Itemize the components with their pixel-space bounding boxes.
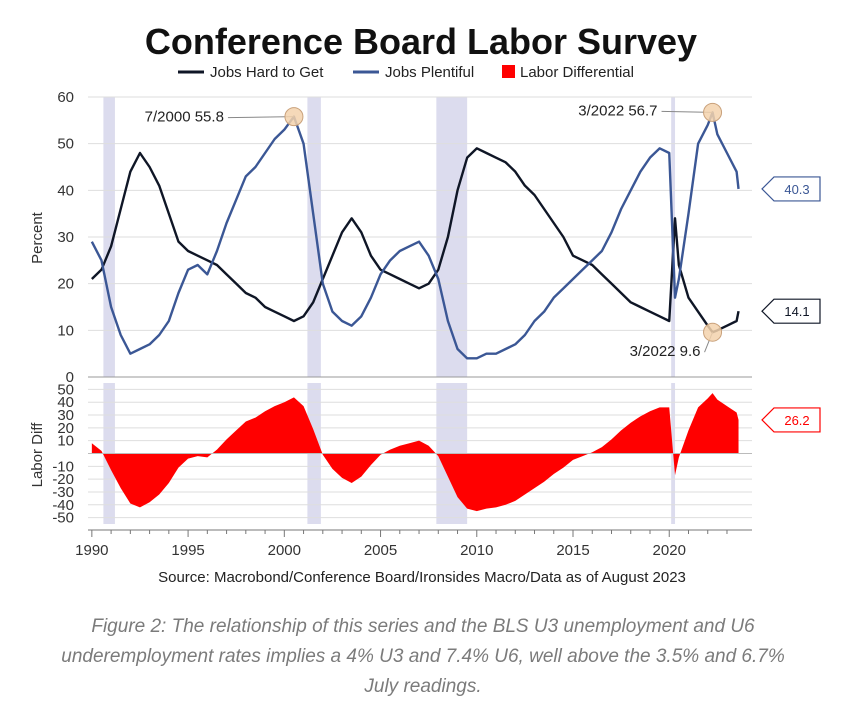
bottom-y-tick-3: 20 bbox=[57, 420, 74, 437]
bottom-y-axis-label: Labor Diff bbox=[29, 422, 46, 488]
top-y-tick-4: 40 bbox=[57, 182, 74, 199]
end-tag-top-1-label: 14.1 bbox=[784, 304, 809, 319]
series-labor-differential bbox=[91, 393, 739, 512]
x-tick-label-4: 2010 bbox=[460, 542, 493, 559]
series-jobs-hard-to-get bbox=[91, 147, 740, 334]
annotation-leader-0 bbox=[227, 116, 294, 119]
bottom-y-tick-5: -10 bbox=[52, 458, 74, 475]
source-note: Source: Macrobond/Conference Board/Irons… bbox=[158, 569, 686, 586]
x-tick-label-1: 1995 bbox=[171, 542, 204, 559]
legend-label-diff: Labor Differential bbox=[520, 64, 634, 81]
recession-bands bbox=[103, 97, 676, 524]
x-tick-label-2: 2000 bbox=[268, 542, 301, 559]
x-tick-label-3: 2005 bbox=[364, 542, 397, 559]
top-y-tick-0: 0 bbox=[66, 369, 74, 386]
legend-label-hard: Jobs Hard to Get bbox=[210, 64, 324, 81]
top-y-tick-2: 20 bbox=[57, 276, 74, 293]
end-value-tags: 40.3 14.1 26.2 bbox=[761, 176, 821, 433]
top-y-tick-1: 10 bbox=[57, 322, 74, 339]
bottom-y-tick-7: -30 bbox=[52, 484, 74, 501]
legend-swatch-diff bbox=[502, 65, 515, 78]
legend: Jobs Hard to Get Jobs Plentiful Labor Di… bbox=[178, 64, 634, 81]
end-tag-top-0-box bbox=[761, 176, 821, 202]
bottom-y-tick-8: -40 bbox=[52, 497, 74, 514]
bottom-y-tick-6: -20 bbox=[52, 471, 74, 488]
end-tag-top-0-label: 40.3 bbox=[784, 182, 809, 197]
x-tick-label-6: 2020 bbox=[653, 542, 686, 559]
end-tag-bottom-0-label: 26.2 bbox=[784, 413, 809, 428]
x-tick-label-5: 2015 bbox=[556, 542, 589, 559]
annotation-marker-0 bbox=[284, 107, 304, 127]
bottom-y-tick-0: 50 bbox=[57, 381, 74, 398]
annotation-marker-2 bbox=[703, 322, 723, 342]
top-y-tick-6: 60 bbox=[57, 89, 74, 106]
x-tick-label-0: 1990 bbox=[75, 542, 108, 559]
labor-survey-chart: Conference Board Labor Survey Jobs Hard … bbox=[29, 21, 821, 586]
annotation-label-0: 7/2000 55.8 bbox=[145, 109, 224, 126]
annotation-marker-1 bbox=[703, 102, 723, 122]
figure-caption: Figure 2: The relationship of this serie… bbox=[61, 616, 785, 697]
chart-title: Conference Board Labor Survey bbox=[145, 21, 697, 62]
annotations: 7/2000 55.8 3/2022 56.7 3/2022 9.6 bbox=[145, 102, 723, 360]
bottom-y-tick-4: 10 bbox=[57, 433, 74, 450]
bottom-panel-grid bbox=[88, 388, 752, 519]
top-y-tick-3: 30 bbox=[57, 229, 74, 246]
annotation-label-2: 3/2022 9.6 bbox=[630, 343, 701, 360]
top-panel-grid bbox=[88, 96, 752, 378]
annotation-label-1: 3/2022 56.7 bbox=[578, 102, 657, 119]
bottom-y-tick-1: 40 bbox=[57, 394, 74, 411]
bottom-panel-series bbox=[88, 393, 752, 512]
top-y-axis-label: Percent bbox=[29, 211, 46, 264]
legend-label-plentiful: Jobs Plentiful bbox=[385, 64, 474, 81]
bottom-y-tick-9: -50 bbox=[52, 510, 74, 527]
x-axis: 1990 1995 2000 2005 2010 2015 2020 bbox=[75, 529, 752, 559]
series-jobs-plentiful bbox=[90, 111, 740, 360]
end-tag-top-1-box bbox=[761, 298, 821, 324]
end-tag-bottom-0-box bbox=[761, 407, 821, 433]
top-y-tick-5: 50 bbox=[57, 136, 74, 153]
bottom-y-tick-2: 30 bbox=[57, 407, 74, 424]
top-panel-y-ticks: 0 10 20 30 40 50 60 bbox=[57, 89, 74, 386]
top-panel-series bbox=[90, 111, 740, 360]
